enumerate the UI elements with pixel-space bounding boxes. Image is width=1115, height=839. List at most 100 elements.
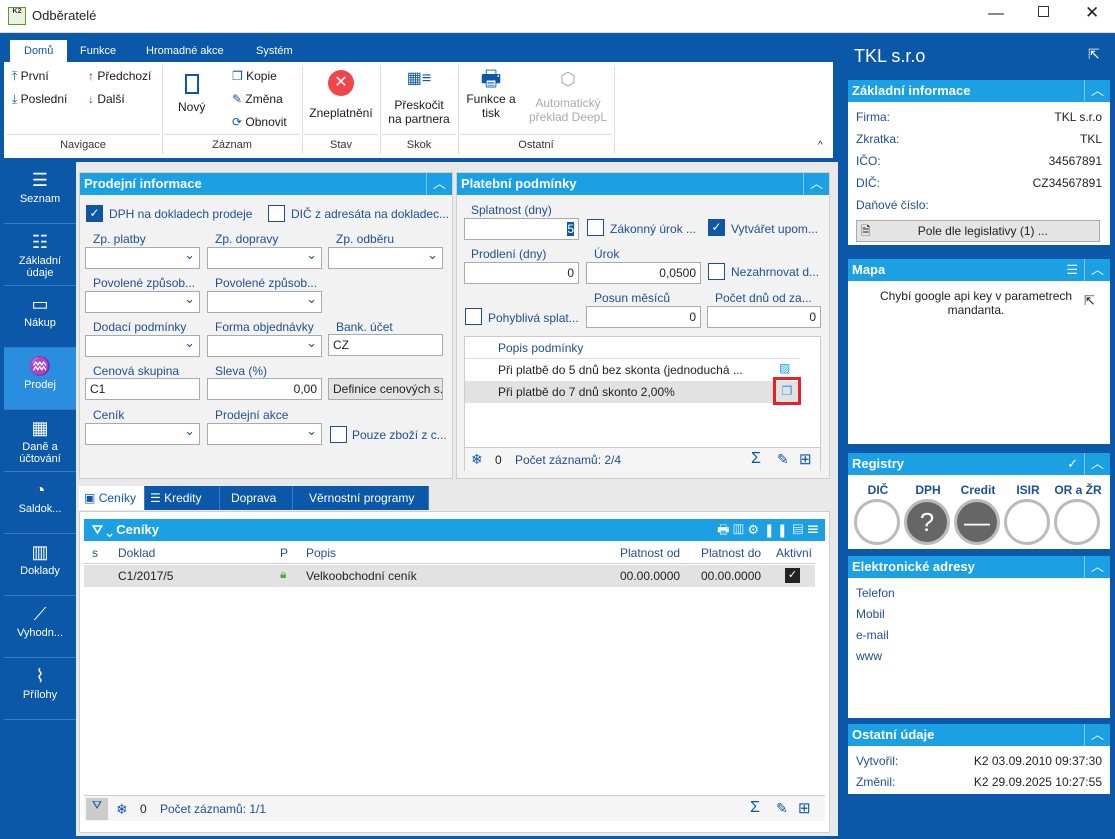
- tab-vernostni-programy[interactable]: Věrnostní programy: [293, 486, 429, 510]
- table-row[interactable]: C1/2017/5 🔒︎ Velkoobchodní ceník 00.00.0…: [84, 565, 815, 587]
- legal-interest-checkbox[interactable]: [587, 219, 604, 236]
- dropdown[interactable]: [207, 291, 322, 313]
- registry-status-icon[interactable]: ?: [904, 499, 950, 545]
- maximize-button[interactable]: [1038, 6, 1049, 17]
- sidebar-item-2[interactable]: ▭ Nákup: [4, 286, 76, 348]
- jump-partner-button[interactable]: ▦≡ Přeskočit na partnera: [381, 71, 457, 127]
- column-header[interactable]: Platnost do: [701, 546, 762, 560]
- sidebar-item-7[interactable]: ⟋ Vyhodn...: [4, 596, 76, 658]
- exclude-checkbox[interactable]: [708, 263, 725, 280]
- sidebar-item-5[interactable]: ◔ Saldok...: [4, 472, 76, 534]
- tab-hromadne-akce[interactable]: Hromadné akce: [146, 45, 224, 57]
- next-button[interactable]: ↓ Další: [88, 92, 125, 106]
- sum-icon[interactable]: Σ: [751, 450, 761, 467]
- collapse-icon[interactable]: ︿: [803, 173, 829, 195]
- legislation-fields-button[interactable]: 🗎 Pole dle legislativy (1) ...: [856, 220, 1100, 242]
- deepl-button[interactable]: ⬡ Automatický překlad DeepL: [524, 70, 612, 124]
- sidebar-item-8[interactable]: ⌇ Přílohy: [4, 658, 76, 720]
- registry-status-icon[interactable]: [1054, 499, 1100, 545]
- previous-button[interactable]: ↑ Předchozí: [88, 69, 152, 83]
- address-item[interactable]: Telefon: [856, 586, 895, 600]
- vat-docs-checkbox[interactable]: ✓: [86, 205, 103, 222]
- print-button[interactable]: 🖶 Funkce a tisk: [461, 68, 521, 121]
- sidebar-item-1[interactable]: ☷ Základní údaje: [4, 224, 76, 286]
- dropdown[interactable]: [207, 423, 322, 445]
- dropdown[interactable]: [85, 423, 200, 445]
- floating-due-checkbox[interactable]: [465, 308, 482, 325]
- snowflake-icon[interactable]: ❄: [471, 451, 483, 467]
- add-record-icon[interactable]: ⊞: [798, 800, 811, 817]
- tab-doprava[interactable]: Doprava: [220, 486, 293, 510]
- collapse-ribbon-button[interactable]: ^: [818, 140, 823, 151]
- days-from-field[interactable]: 0: [707, 306, 821, 328]
- registry-status-icon[interactable]: —: [954, 499, 1000, 545]
- filter-icon[interactable]: ⛛: [92, 522, 103, 537]
- collapse-icon[interactable]: ︿: [1084, 80, 1110, 102]
- tab-kredity[interactable]: ☰ Kredity: [145, 486, 220, 510]
- dropdown[interactable]: [328, 247, 443, 269]
- column-header[interactable]: s: [92, 546, 98, 560]
- table-row-selected[interactable]: Při platbě do 7 dnů skonto 2,00%: [465, 381, 800, 403]
- bank-account-select[interactable]: CZ: [328, 334, 443, 356]
- filter-icon[interactable]: ⛛: [86, 798, 108, 820]
- address-item[interactable]: e-mail: [856, 628, 889, 642]
- column-header[interactable]: Doklad: [118, 546, 156, 560]
- delay-days-field[interactable]: 0: [464, 262, 579, 284]
- refresh-button[interactable]: ⟳ Obnovit: [232, 115, 287, 129]
- column-header[interactable]: P: [280, 546, 289, 560]
- address-item[interactable]: Mobil: [856, 607, 885, 621]
- reminders-checkbox[interactable]: ✓: [708, 219, 725, 236]
- sidebar-item-0[interactable]: ☰ Seznam: [4, 162, 76, 224]
- interest-field[interactable]: 0,0500: [586, 262, 701, 284]
- collapse-icon[interactable]: ︿: [1084, 724, 1110, 746]
- new-button[interactable]: Nový: [178, 74, 205, 114]
- tab-domu[interactable]: Domů: [10, 40, 68, 62]
- column-header[interactable]: Platnost od: [620, 546, 681, 560]
- last-button[interactable]: ⤓ Poslední: [12, 92, 68, 106]
- external-link-icon[interactable]: ⇱: [1088, 46, 1100, 62]
- change-button[interactable]: ✎ Změna: [232, 92, 283, 106]
- tab-funkce[interactable]: Funkce: [80, 45, 117, 57]
- tab-ceniky[interactable]: ▣ Ceníky: [79, 486, 145, 510]
- collapse-icon[interactable]: ︿: [1084, 453, 1110, 475]
- registry-status-icon[interactable]: [854, 499, 900, 545]
- month-shift-field[interactable]: 0: [586, 306, 701, 328]
- address-item[interactable]: www: [856, 649, 882, 663]
- dropdown[interactable]: [85, 247, 200, 269]
- sidebar-item-3[interactable]: ♒ Prodej: [4, 348, 76, 410]
- dropdown[interactable]: [85, 335, 200, 357]
- toolbar-icons[interactable]: 🖶 ▥ ⚙ ▮▮ ▤ ☰: [717, 522, 819, 537]
- external-link-icon[interactable]: ⇱: [1084, 293, 1095, 308]
- column-header[interactable]: Popis: [306, 546, 337, 560]
- tab-system[interactable]: Systém: [256, 45, 293, 57]
- price-definition-button[interactable]: Definice cenových s...: [328, 378, 443, 400]
- only-goods-checkbox[interactable]: [330, 426, 347, 443]
- registry-status-icon[interactable]: [1004, 499, 1050, 545]
- sidebar-item-4[interactable]: ▦ Daně a účtování: [4, 410, 76, 472]
- dropdown[interactable]: [85, 291, 200, 313]
- discount-field[interactable]: 0,00: [207, 378, 322, 400]
- add-record-icon[interactable]: ⊞: [799, 451, 812, 468]
- copy-button[interactable]: ❐ Kopie: [232, 69, 277, 83]
- price-group-field[interactable]: C1: [85, 378, 200, 400]
- minimize-button[interactable]: —: [988, 5, 1004, 22]
- list-icon[interactable]: ☰: [1066, 262, 1078, 277]
- snowflake-icon[interactable]: ❄: [116, 801, 128, 817]
- first-button[interactable]: ⤒ První: [12, 69, 49, 83]
- check-circle-icon[interactable]: ✓: [1067, 456, 1078, 471]
- invalidate-button[interactable]: ✕ Zneplatnění: [303, 70, 379, 120]
- active-checkbox[interactable]: ✓: [785, 568, 800, 583]
- column-header[interactable]: Aktivní: [776, 546, 813, 560]
- close-button[interactable]: ✕: [1085, 3, 1100, 22]
- collapse-icon[interactable]: ︿: [1084, 259, 1110, 281]
- document-copy-icon[interactable]: ❐: [773, 377, 801, 405]
- sum-icon[interactable]: Σ: [750, 799, 760, 816]
- dic-addr-checkbox[interactable]: [268, 205, 285, 222]
- table-row[interactable]: Při platbě do 5 dnů bez skonta (jednoduc…: [498, 363, 743, 377]
- collapse-icon[interactable]: ︿: [1084, 556, 1110, 578]
- due-days-field[interactable]: 5: [464, 218, 579, 240]
- edit-icon[interactable]: ✎: [776, 800, 788, 816]
- edit-icon[interactable]: ✎: [777, 451, 789, 467]
- collapse-icon[interactable]: ︿: [426, 173, 452, 195]
- sidebar-item-6[interactable]: ▥ Doklady: [4, 534, 76, 596]
